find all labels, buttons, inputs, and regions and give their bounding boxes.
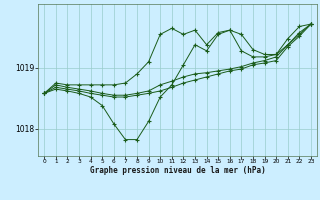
X-axis label: Graphe pression niveau de la mer (hPa): Graphe pression niveau de la mer (hPa)	[90, 166, 266, 175]
